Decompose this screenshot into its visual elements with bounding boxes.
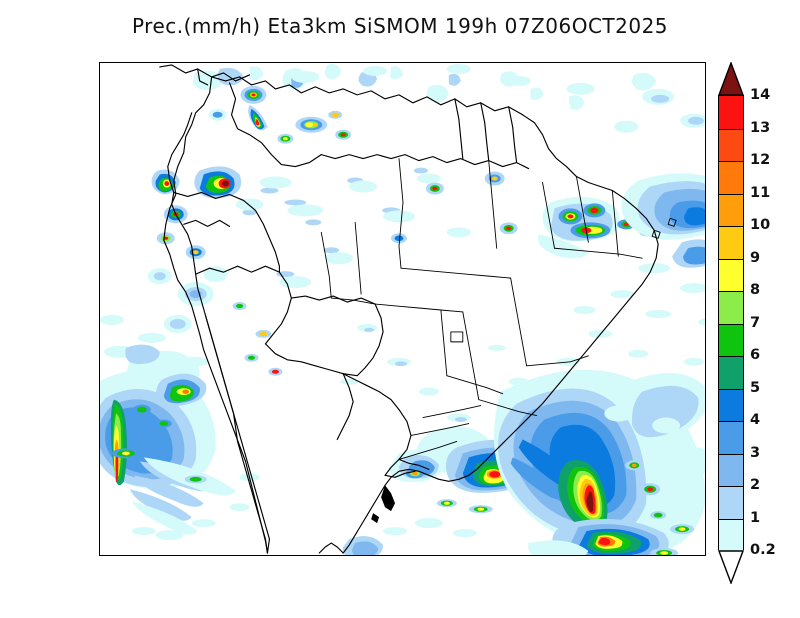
precip-shading <box>100 63 705 555</box>
colorbar-label-8: 8 <box>750 282 761 298</box>
colorbar-label-12: 12 <box>750 152 771 168</box>
colorbar-over-arrow <box>718 62 744 96</box>
map-plot-area: 10N 5N EQ 5S 10S 15S 20S 25S 30S 35S 90W… <box>99 62 706 556</box>
colorbar: 14 13 12 11 10 9 8 7 6 5 4 3 2 1 0.2 <box>718 62 800 584</box>
cells-north <box>151 85 518 289</box>
colorbar-label-6: 6 <box>750 347 761 363</box>
colorbar-band-9-10 <box>719 226 743 260</box>
colorbar-band-02-1 <box>719 518 743 552</box>
colorbar-band-5-6 <box>719 356 743 390</box>
precipitation-map-svg <box>100 63 705 555</box>
cells-andes <box>232 302 283 376</box>
cells-se-pacific <box>100 314 260 541</box>
colorbar-band-7-8 <box>719 291 743 325</box>
tick-y <box>99 236 100 238</box>
colorbar-label-2: 2 <box>750 477 761 493</box>
colorbar-label-10: 10 <box>750 217 771 233</box>
colorbar-bands <box>718 95 744 552</box>
colorbar-label-14: 14 <box>750 87 771 103</box>
colorbar-under-arrow <box>718 550 744 584</box>
tick-y <box>99 137 100 139</box>
colorbar-band-10-11 <box>719 193 743 227</box>
map-canvas <box>100 63 705 555</box>
colorbar-band-3-4 <box>719 421 743 455</box>
colorbar-label-13: 13 <box>750 119 771 136</box>
tick-y <box>99 285 100 287</box>
colorbar-band-8-9 <box>719 258 743 292</box>
colorbar-band-12-13 <box>719 128 743 162</box>
colorbar-band-13-14 <box>719 96 743 129</box>
colorbar-band-11-12 <box>719 161 743 195</box>
tick-y <box>99 88 100 90</box>
colorbar-label-1: 1 <box>750 509 761 526</box>
tick-y <box>99 434 100 436</box>
chart-title: Prec.(mm/h) Eta3km SiSMOM 199h 07Z06OCT2… <box>131 14 669 38</box>
colorbar-band-2-3 <box>719 453 743 487</box>
colorbar-band-1-2 <box>719 486 743 520</box>
colorbar-label-9: 9 <box>750 249 761 266</box>
colorbar-label-11: 11 <box>750 184 771 201</box>
cells-sw-atlantic-storm <box>493 369 705 555</box>
tick-y <box>99 384 100 386</box>
colorbar-label-7: 7 <box>750 314 761 331</box>
tick-y <box>99 335 100 337</box>
map-coastlines <box>159 64 677 554</box>
colorbar-label-3: 3 <box>750 444 761 461</box>
tick-y <box>99 187 100 189</box>
colorbar-label-4: 4 <box>750 412 761 428</box>
tick-y <box>99 532 100 534</box>
colorbar-label-5: 5 <box>750 379 761 396</box>
tick-y <box>99 483 100 485</box>
colorbar-label-0.2: 0.2 <box>750 542 776 558</box>
colorbar-band-4-5 <box>719 388 743 422</box>
colorbar-band-6-7 <box>719 323 743 357</box>
atlantic-band <box>537 173 705 395</box>
